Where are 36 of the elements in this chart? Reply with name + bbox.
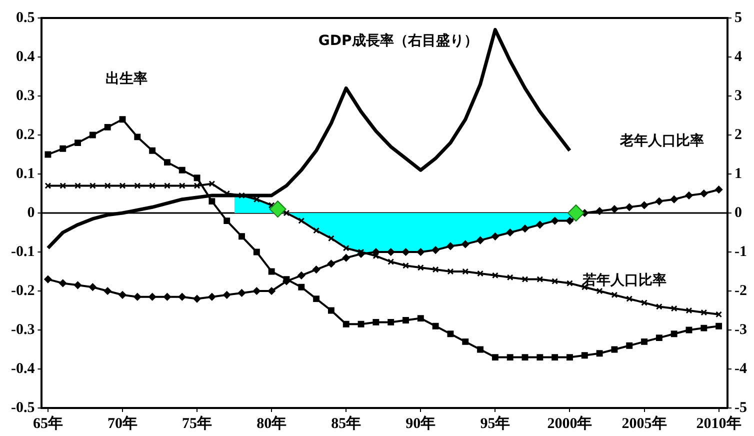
- x-tick-label: 2010年: [696, 414, 742, 432]
- y2-tick-label: 2: [734, 126, 742, 143]
- x-tick-label: 2005年: [622, 414, 667, 432]
- y2-tick-label: -3: [734, 322, 748, 338]
- y-tick-label: 0.5: [16, 10, 35, 26]
- y2-tick-label: -5: [734, 400, 748, 416]
- series-label: GDP成長率（右目盛り）: [318, 32, 478, 49]
- x-tick-label: 95年: [480, 414, 510, 432]
- y-tick-label: 0.3: [16, 88, 35, 104]
- text: 老年人口比率: [618, 132, 704, 150]
- x-tick-label: 2000年: [547, 414, 592, 432]
- x-tick-label: 65年: [32, 414, 63, 432]
- x-tick-label: 70年: [107, 414, 138, 432]
- x-tick-label: 80年: [256, 414, 287, 432]
- x-tick-label: 85年: [331, 414, 362, 432]
- y2-tick-label: 1: [734, 166, 742, 182]
- series-label: 若年人口比率: [581, 271, 666, 288]
- y-tick-label: -0.4: [10, 360, 36, 377]
- y2-tick-label: -1: [734, 244, 748, 260]
- y2-tick-label: 4: [734, 48, 743, 65]
- x-tick-label: 75年: [182, 414, 212, 432]
- y2-tick-label: 5: [734, 10, 742, 26]
- y-tick-label: -0.3: [10, 322, 35, 338]
- y2-tick-label: -2: [734, 282, 748, 299]
- x-tick-label: 90年: [406, 414, 436, 432]
- y-tick-label: 0: [27, 204, 35, 221]
- y-tick-label: -0.5: [10, 400, 35, 416]
- y-tick-label: -0.2: [10, 282, 35, 299]
- y-tick-label: 0.2: [16, 126, 35, 143]
- y-tick-label: 0.4: [16, 48, 36, 65]
- y2-tick-label: 0: [734, 204, 742, 221]
- y-tick-label: 0.1: [16, 166, 35, 182]
- y-tick-label: -0.1: [10, 244, 35, 260]
- y2-tick-label: 3: [734, 88, 742, 104]
- y2-tick-label: -4: [734, 360, 748, 377]
- text: 出生率: [105, 70, 148, 88]
